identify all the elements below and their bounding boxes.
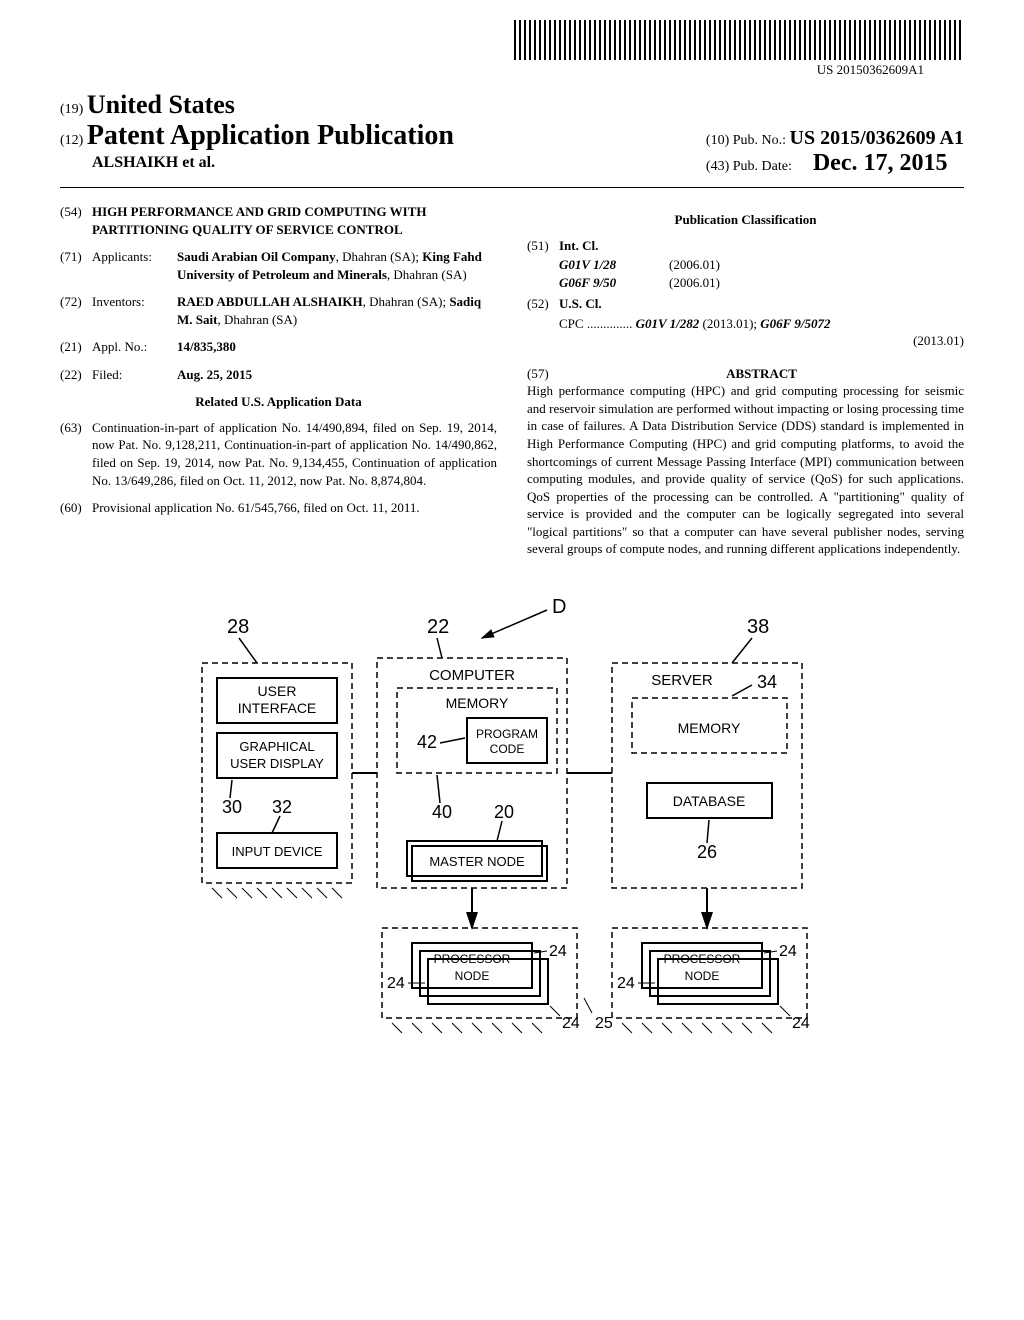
- fig-label-34: 34: [757, 672, 777, 692]
- fig-box-program: PROGRAM: [476, 727, 538, 741]
- fig-label-30: 30: [222, 797, 242, 817]
- title-num: (54): [60, 203, 92, 238]
- fig-label-20: 20: [494, 802, 514, 822]
- pub-no-prefix: (10): [706, 133, 729, 148]
- applicants-label: Applicants:: [92, 248, 177, 283]
- fig-label-24e: 24: [779, 943, 797, 960]
- pub-no-label: Pub. No.:: [733, 133, 786, 148]
- filed-date: Aug. 25, 2015: [177, 366, 497, 384]
- svg-text:CODE: CODE: [490, 742, 525, 756]
- author-line: ALSHAIKH et al.: [92, 154, 454, 172]
- fig-label-32: 32: [272, 797, 292, 817]
- applicants-num: (71): [60, 248, 92, 283]
- cpc-line: CPC .............. G01V 1/282 (2013.01);…: [559, 315, 964, 350]
- filed-num: (22): [60, 366, 92, 384]
- uscl-label: U.S. Cl.: [559, 295, 964, 313]
- intcl-date-0: (2006.01): [669, 256, 964, 274]
- pub-date: Dec. 17, 2015: [813, 150, 948, 176]
- separator-rule: [60, 187, 964, 188]
- figure-container: D 28 22 38 USER INTERFACE GRAPHICAL USER…: [60, 588, 964, 1133]
- inventors-num: (72): [60, 293, 92, 328]
- abstract-label: ABSTRACT: [559, 365, 964, 383]
- fig-box-database: DATABASE: [673, 793, 746, 809]
- fig-label-24d: 24: [617, 975, 635, 992]
- svg-text:NODE: NODE: [455, 969, 490, 983]
- right-column: Publication Classification (51) Int. Cl.…: [527, 203, 964, 558]
- fig-label-38: 38: [747, 616, 769, 638]
- intcl-code-0: G01V 1/28: [559, 256, 669, 274]
- figure-diagram: D 28 22 38 USER INTERFACE GRAPHICAL USER…: [172, 588, 852, 1133]
- abstract-text: High performance computing (HPC) and gri…: [527, 382, 964, 557]
- fig-label-40: 40: [432, 802, 452, 822]
- pub-no: US 2015/0362609 A1: [790, 127, 964, 149]
- svg-text:NODE: NODE: [685, 969, 720, 983]
- fig-label-25: 25: [595, 1015, 613, 1032]
- fig-label-26: 26: [697, 842, 717, 862]
- cont-num: (63): [60, 419, 92, 489]
- pub-number-small: US 20150362609A1: [817, 62, 924, 78]
- related-title: Related U.S. Application Data: [60, 393, 497, 411]
- fig-label-24a: 24: [387, 975, 405, 992]
- cpc-label: CPC ..............: [559, 316, 632, 331]
- fig-box-graphical: GRAPHICAL: [239, 739, 314, 754]
- left-column: (54) HIGH PERFORMANCE AND GRID COMPUTING…: [60, 203, 497, 558]
- barcode: [514, 20, 964, 60]
- pub-class-title: Publication Classification: [527, 211, 964, 229]
- fig-label-d: D: [552, 596, 566, 618]
- header: (19) United States (12) Patent Applicati…: [60, 90, 964, 177]
- intcl-label: Int. Cl.: [559, 237, 964, 255]
- appl-no-num: (21): [60, 338, 92, 356]
- fig-label-24b: 24: [549, 943, 567, 960]
- fig-label-24c: 24: [562, 1015, 580, 1032]
- intcl-code-1: G06F 9/50: [559, 274, 669, 292]
- svg-text:USER DISPLAY: USER DISPLAY: [230, 756, 324, 771]
- fig-box-procnode2: PROCESSOR: [664, 952, 741, 966]
- fig-box-procnode1: PROCESSOR: [434, 952, 511, 966]
- fig-box-master: MASTER NODE: [429, 854, 525, 869]
- doc-type: Patent Application Publication: [87, 120, 454, 151]
- appl-no-label: Appl. No.:: [92, 338, 177, 356]
- fig-label-22: 22: [427, 616, 449, 638]
- fig-box-user: USER: [258, 683, 297, 699]
- pub-date-label: Pub. Date:: [733, 159, 792, 174]
- prov-num: (60): [60, 499, 92, 517]
- fig-box-computer: COMPUTER: [429, 667, 515, 684]
- intcl-num: (51): [527, 237, 559, 255]
- appl-no: 14/835,380: [177, 338, 497, 356]
- fig-box-memory1: MEMORY: [446, 695, 509, 711]
- uscl-num: (52): [527, 295, 559, 313]
- invention-title: HIGH PERFORMANCE AND GRID COMPUTING WITH…: [92, 203, 497, 238]
- fig-box-memory2: MEMORY: [678, 720, 741, 736]
- country: United States: [87, 90, 235, 119]
- content-columns: (54) HIGH PERFORMANCE AND GRID COMPUTING…: [60, 203, 964, 558]
- intcl-date-1: (2006.01): [669, 274, 964, 292]
- country-prefix: (19): [60, 102, 83, 117]
- fig-box-input: INPUT DEVICE: [232, 844, 323, 859]
- inventors-label: Inventors:: [92, 293, 177, 328]
- doc-type-prefix: (12): [60, 133, 83, 148]
- cont-text: Continuation-in-part of application No. …: [92, 419, 497, 489]
- pub-date-prefix: (43): [706, 159, 729, 174]
- prov-text: Provisional application No. 61/545,766, …: [92, 499, 497, 517]
- fig-label-28: 28: [227, 616, 249, 638]
- svg-text:INTERFACE: INTERFACE: [238, 700, 317, 716]
- abstract-num: (57): [527, 365, 559, 383]
- applicants: Saudi Arabian Oil Company, Dhahran (SA);…: [177, 248, 497, 283]
- fig-label-42: 42: [417, 732, 437, 752]
- filed-label: Filed:: [92, 366, 177, 384]
- fig-label-24f: 24: [792, 1015, 810, 1032]
- fig-box-server: SERVER: [651, 672, 713, 689]
- inventors: RAED ABDULLAH ALSHAIKH, Dhahran (SA); Sa…: [177, 293, 497, 328]
